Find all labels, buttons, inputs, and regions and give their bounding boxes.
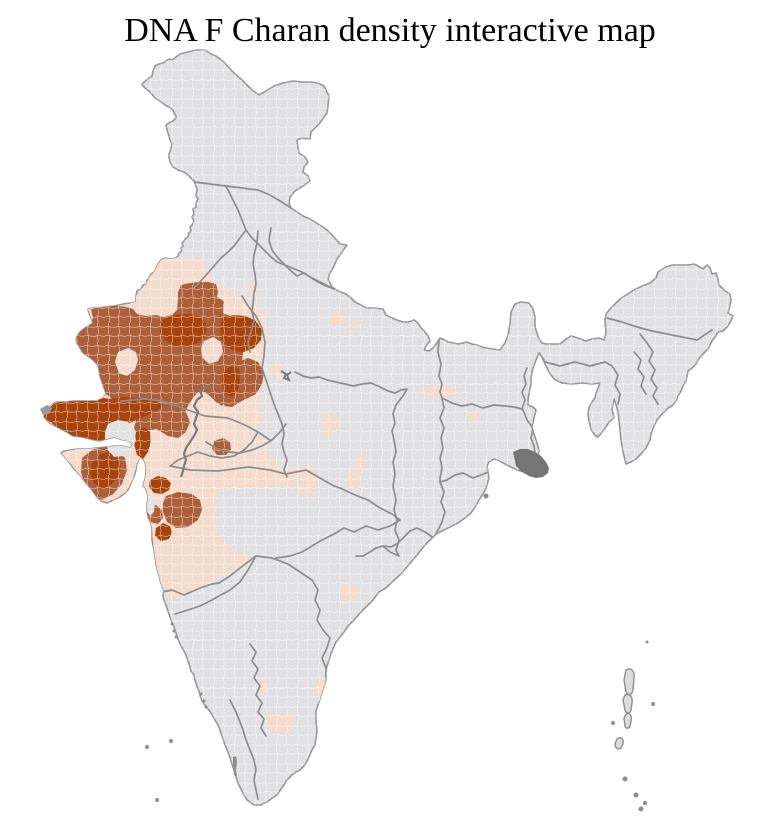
svg-text:DNA F Charan density interacti: DNA F Charan density interactive map (124, 12, 656, 49)
